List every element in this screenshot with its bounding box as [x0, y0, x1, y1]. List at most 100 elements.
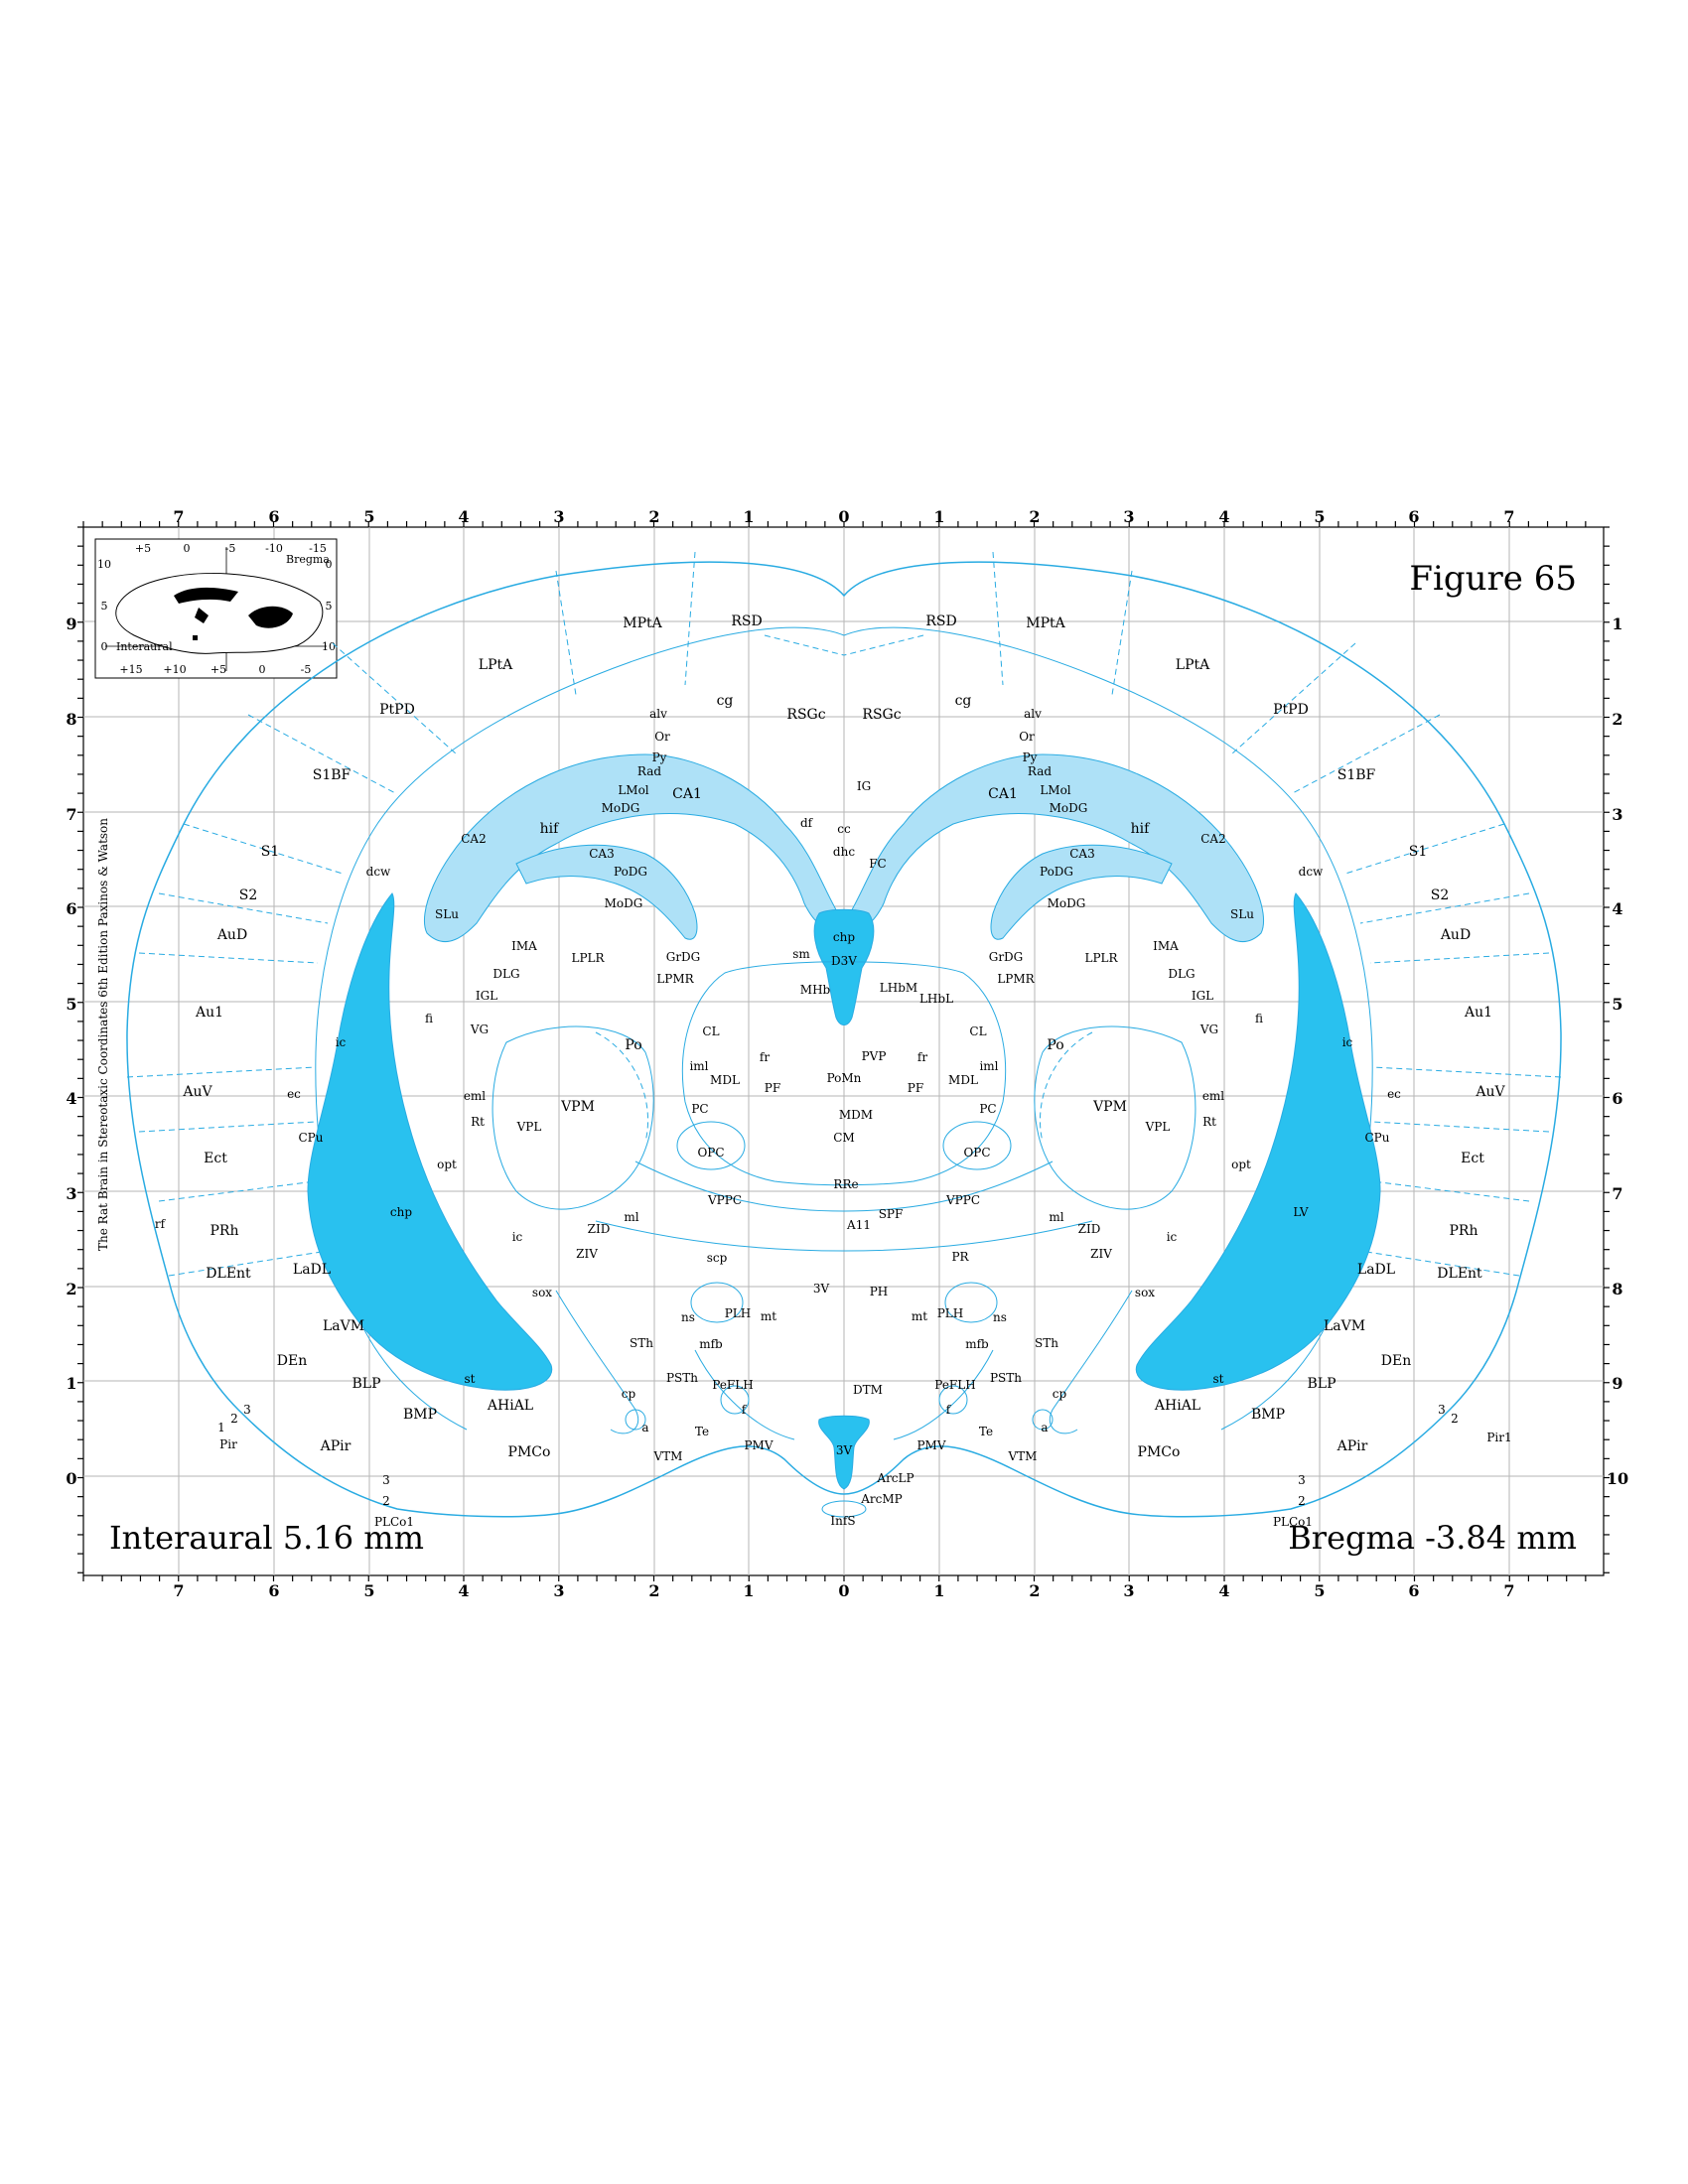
bottom-tick-label: 0 — [838, 1581, 849, 1600]
region-label: D3V — [831, 954, 857, 968]
region-label: df — [800, 816, 814, 830]
region-label: iml — [689, 1059, 708, 1073]
interaural-label: Interaural 5.16 mm — [109, 1519, 424, 1557]
region-label: 3 — [382, 1473, 390, 1487]
region-label: MoDG — [605, 896, 643, 910]
right-tick-label: 1 — [1612, 614, 1622, 633]
region-label: VPPC — [945, 1193, 980, 1207]
top-tick-label: 2 — [1029, 507, 1040, 526]
top-tick-label: 2 — [648, 507, 659, 526]
region-label: ec — [287, 1087, 301, 1101]
inset-right-tick: 10 — [322, 640, 336, 653]
region-label: mfb — [965, 1337, 989, 1351]
region-label: opt — [1231, 1158, 1251, 1171]
region-label: fr — [917, 1050, 927, 1064]
region-label: IG — [857, 779, 871, 793]
figure-title: Figure 65 — [1409, 559, 1577, 599]
region-label: ArcLP — [876, 1471, 914, 1485]
region-label: PF — [765, 1081, 780, 1095]
region-label: MPtA — [1026, 615, 1065, 631]
bregma-label: Bregma -3.84 mm — [1288, 1519, 1577, 1557]
region-label: LPMR — [997, 972, 1035, 986]
region-label: 3V — [836, 1443, 853, 1457]
region-label: MoDG — [1050, 801, 1088, 815]
region-label: PVP — [862, 1049, 887, 1063]
region-label: LaDL — [293, 1262, 331, 1278]
region-label: Rt — [471, 1115, 485, 1129]
region-label: PoMn — [827, 1071, 862, 1085]
top-tick-label: 6 — [1408, 507, 1419, 526]
region-label: Ect — [204, 1151, 227, 1166]
region-label: PLCo1 — [1273, 1515, 1313, 1529]
region-label: OPC — [697, 1146, 724, 1160]
region-label: PR — [951, 1250, 969, 1264]
region-label: CA1 — [672, 786, 702, 802]
region-label: Rt — [1202, 1115, 1216, 1129]
region-label: IGL — [1192, 989, 1213, 1003]
region-label: Pir1 — [1486, 1431, 1511, 1444]
top-tick-label: 3 — [553, 507, 564, 526]
region-label: fr — [760, 1050, 770, 1064]
dentate-gyrus-left — [515, 844, 698, 940]
region-label: PMCo — [1138, 1444, 1181, 1460]
region-label: SPF — [879, 1207, 904, 1221]
region-label: Rad — [637, 764, 661, 778]
region-label: mt — [761, 1309, 776, 1323]
inset-interaural-label: Interaural — [116, 640, 173, 653]
region-label: hif — [1131, 821, 1151, 837]
region-label: S2 — [239, 887, 258, 903]
region-label: SLu — [1230, 907, 1254, 921]
region-label: LaVM — [323, 1318, 364, 1334]
region-label: st — [465, 1372, 476, 1386]
left-tick-label: 7 — [66, 805, 76, 824]
region-label: CL — [702, 1024, 719, 1038]
region-label: 2 — [1298, 1494, 1306, 1508]
region-label: LHbM — [880, 981, 917, 995]
region-label: ml — [624, 1210, 638, 1224]
region-label: VG — [470, 1023, 489, 1036]
top-tick-label: 3 — [1123, 507, 1134, 526]
region-label: CL — [969, 1024, 986, 1038]
right-tick-label: 5 — [1612, 995, 1622, 1014]
third-ventricle-ventral — [818, 1415, 870, 1490]
inset-top-tick: -5 — [225, 542, 236, 555]
left-tick-label: 1 — [66, 1374, 76, 1393]
region-label: AHiAL — [1154, 1398, 1200, 1414]
region-label: 3 — [1438, 1403, 1446, 1417]
region-label: PMCo — [508, 1444, 551, 1460]
region-label: DLEnt — [206, 1266, 251, 1282]
labels-left: MPtA RSD LPtA PtPD S1BF cg RSGc alv Or P… — [155, 614, 826, 1529]
region-label: PSTh — [666, 1371, 698, 1385]
region-label: ml — [1049, 1210, 1063, 1224]
region-label: LPLR — [571, 951, 605, 965]
region-label: RSGc — [862, 707, 901, 723]
region-label: DEn — [1381, 1353, 1411, 1369]
region-label: eml — [1202, 1089, 1224, 1103]
right-tick-label: 3 — [1612, 805, 1622, 824]
left-tick-label: 8 — [66, 710, 76, 729]
top-tick-label: 5 — [363, 507, 374, 526]
region-label: dcw — [366, 865, 391, 879]
region-label: PH — [870, 1285, 889, 1298]
region-label: STh — [1035, 1336, 1058, 1350]
inset-bottom-tick: +5 — [211, 663, 226, 676]
region-label: LHbL — [919, 992, 953, 1006]
region-label: fi — [425, 1012, 433, 1025]
region-label: RRe — [833, 1177, 858, 1191]
region-label: PF — [908, 1081, 923, 1095]
axis-ticks — [77, 521, 1610, 1581]
region-label: ic — [512, 1230, 523, 1244]
region-label: DTM — [853, 1383, 883, 1397]
region-label: LaDL — [1357, 1262, 1395, 1278]
region-label: ic — [1167, 1230, 1178, 1244]
left-tick-label: 6 — [66, 899, 76, 918]
region-label: PeFLH — [712, 1378, 753, 1392]
inset-top-tick: -15 — [309, 542, 327, 555]
region-label: VTM — [1008, 1449, 1038, 1463]
region-label: Ect — [1461, 1151, 1484, 1166]
region-label: CPu — [1365, 1131, 1390, 1145]
bottom-tick-label: 3 — [1123, 1581, 1134, 1600]
region-label: ZIV — [576, 1247, 598, 1261]
region-label: STh — [630, 1336, 653, 1350]
